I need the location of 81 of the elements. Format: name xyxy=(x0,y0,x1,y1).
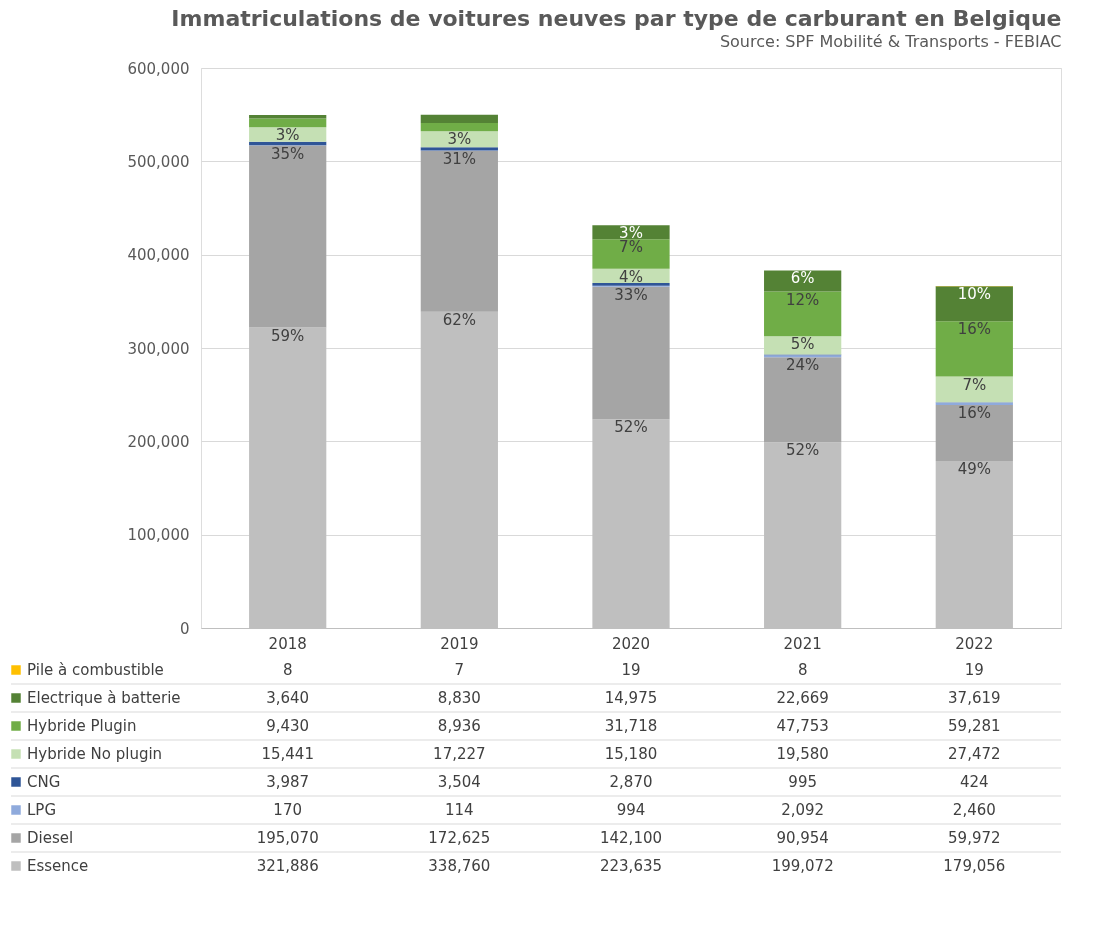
chart-subtitle: Source: SPF Mobilité & Transports - FEBIAC xyxy=(719,32,1062,51)
legend-label: LPG xyxy=(27,801,57,819)
data-label: 179,056 xyxy=(943,857,1006,875)
data-label: 424 xyxy=(959,773,989,791)
data-label: 9,430 xyxy=(266,717,310,735)
data-label: 170 xyxy=(273,801,303,819)
annotation: 3% xyxy=(447,130,472,149)
x-tick-label: 2021 xyxy=(783,634,822,653)
y-tick-label: 100,000 xyxy=(127,526,190,545)
data-label: 2,870 xyxy=(609,773,653,791)
x-tick-label: 2019 xyxy=(440,634,479,653)
data-label: 995 xyxy=(788,773,817,791)
data-label: 7 xyxy=(454,661,465,679)
data-label: 8,936 xyxy=(437,717,481,735)
data-label: 338,760 xyxy=(428,857,491,875)
y-tick-label: 500,000 xyxy=(127,152,190,171)
annotation: 16% xyxy=(957,403,991,422)
legend-label: Diesel xyxy=(27,829,74,847)
x-tick-label: 2020 xyxy=(611,634,651,653)
data-label: 59,281 xyxy=(948,717,1001,735)
legend-label: Hybride No plugin xyxy=(27,745,163,763)
annotation: 7% xyxy=(962,375,987,394)
annotation: 62% xyxy=(442,310,477,329)
data-label: 19 xyxy=(621,661,641,679)
annotation: 33% xyxy=(614,285,648,304)
y-tick-label: 400,000 xyxy=(127,246,190,265)
annotation: 4% xyxy=(619,267,643,286)
data-label: 199,072 xyxy=(771,857,834,875)
data-label: 3,640 xyxy=(266,689,310,707)
annotation: 35% xyxy=(271,144,305,163)
data-label: 3,504 xyxy=(437,773,481,791)
data-label: 172,625 xyxy=(428,829,491,847)
y-tick-label: 300,000 xyxy=(127,339,190,358)
annotation: 16% xyxy=(957,320,991,339)
data-label: 223,635 xyxy=(599,857,663,875)
chart-title: Immatriculations de voitures neuves par type de carburant en Belgique xyxy=(171,6,1062,31)
legend-label: CNG xyxy=(27,773,61,791)
annotation: 10% xyxy=(957,285,991,304)
data-label: 19 xyxy=(964,661,984,679)
data-label: 27,472 xyxy=(948,745,1001,763)
annotation: 24% xyxy=(785,356,820,375)
data-label: 8,830 xyxy=(437,689,481,707)
data-label: 15,180 xyxy=(604,745,658,763)
data-label: 17,227 xyxy=(433,745,486,763)
data-label: 3,987 xyxy=(266,773,310,791)
data-label: 8 xyxy=(282,661,293,679)
data-label: 114 xyxy=(445,801,474,819)
y-tick-label: 200,000 xyxy=(127,432,190,451)
legend-label: Hybride Plugin xyxy=(27,717,137,735)
annotation: 12% xyxy=(785,290,820,309)
data-label: 19,580 xyxy=(776,745,829,763)
annotation: 52% xyxy=(785,441,820,460)
legend-label: Essence xyxy=(27,857,89,875)
data-label: 195,070 xyxy=(256,829,319,847)
data-label: 47,753 xyxy=(776,717,829,735)
y-tick-label: 0 xyxy=(179,619,190,638)
data-label: 37,619 xyxy=(948,689,1001,707)
data-label: 994 xyxy=(616,801,646,819)
data-label: 142,100 xyxy=(599,829,663,847)
annotation: 52% xyxy=(614,418,648,437)
annotation: 49% xyxy=(957,459,991,478)
data-label: 2,460 xyxy=(952,801,996,819)
legend-label: Pile à combustible xyxy=(27,661,164,679)
data-label: 31,718 xyxy=(604,717,658,735)
x-tick-label: 2022 xyxy=(955,634,994,653)
annotation: 31% xyxy=(442,149,477,168)
x-tick-label: 2018 xyxy=(268,634,307,653)
data-label: 321,886 xyxy=(256,857,319,875)
annotation: 5% xyxy=(790,335,815,354)
data-label: 90,954 xyxy=(776,829,829,847)
annotation: 6% xyxy=(790,269,815,288)
data-label: 59,972 xyxy=(948,829,1001,847)
y-tick-label: 600,000 xyxy=(127,59,190,78)
legend-label: Electrique à batterie xyxy=(27,689,181,707)
data-label: 14,975 xyxy=(604,689,658,707)
data-label: 8 xyxy=(797,661,808,679)
data-label: 2,092 xyxy=(781,801,825,819)
annotation: 59% xyxy=(271,326,305,345)
data-label: 15,441 xyxy=(261,745,314,763)
annotation: 3% xyxy=(275,126,300,145)
data-label: 22,669 xyxy=(776,689,829,707)
